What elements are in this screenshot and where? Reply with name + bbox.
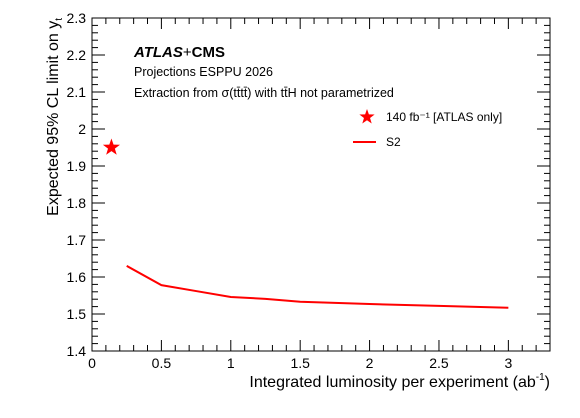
y-tick-label: 1.6 (67, 269, 87, 285)
projection-label: Projections ESPPU 2026 (134, 65, 273, 79)
x-tick-label: 3 (504, 355, 512, 371)
x-tick-label: 0 (88, 355, 96, 371)
legend-label-s2: S2 (386, 135, 401, 149)
x-axis-label-main: Integrated luminosity per experiment (ab (249, 374, 535, 391)
y-tick-label: 1.7 (67, 232, 87, 248)
series-140fb-point (102, 138, 120, 155)
y-tick-label: 2 (78, 121, 86, 137)
x-tick-label: 1 (227, 355, 235, 371)
extraction-label: Extraction from σ(tt̄tt̄) with tt̄H not … (134, 86, 394, 100)
plus-sign: + (183, 44, 192, 61)
cms-label: CMS (192, 44, 225, 61)
x-axis-label-sup: -1 (536, 372, 545, 383)
x-tick-label: 2.5 (429, 355, 449, 371)
legend: 140 fb⁻¹ [ATLAS only] S2 (353, 109, 502, 149)
x-axis-label-tail: ) (545, 374, 550, 391)
legend-label-140fb: 140 fb⁻¹ [ATLAS only] (386, 110, 502, 124)
x-tick-label: 2 (366, 355, 374, 371)
x-tick-label: 1.5 (290, 355, 310, 371)
y-tick-label: 1.8 (67, 195, 87, 211)
data-marks (102, 138, 509, 309)
x-tick-label: 0.5 (152, 355, 172, 371)
y-tick-label: 1.5 (67, 306, 87, 322)
experiment-annotation: ATLAS+CMS Projections ESPPU 2026 Extract… (133, 44, 394, 100)
experiment-title: ATLAS+CMS (133, 44, 225, 61)
y-axis-label: Expected 95% CL limit on yt (45, 18, 65, 216)
y-axis-label-main: Expected 95% CL limit on y (45, 21, 62, 216)
y-tick-label: 2.2 (67, 47, 87, 63)
y-tick-label: 2.3 (67, 10, 87, 26)
y-tick-label: 1.4 (67, 343, 87, 359)
y-axis-label-sub: t (54, 18, 65, 21)
x-axis-label: Integrated luminosity per experiment (ab… (249, 372, 550, 391)
plot-frame (91, 17, 551, 352)
legend-star-marker (359, 109, 375, 124)
y-tick-label: 2.1 (67, 84, 87, 100)
axis-ticks: 0 0.5 1 1.5 2 2.5 3 1.4 1.5 1.6 1.7 1.8 1.9 2 2.1 2.2 2.… (67, 10, 551, 371)
atlas-label: ATLAS (133, 44, 183, 61)
y-tick-label: 1.9 (67, 158, 87, 174)
series-s2-line (126, 265, 509, 309)
